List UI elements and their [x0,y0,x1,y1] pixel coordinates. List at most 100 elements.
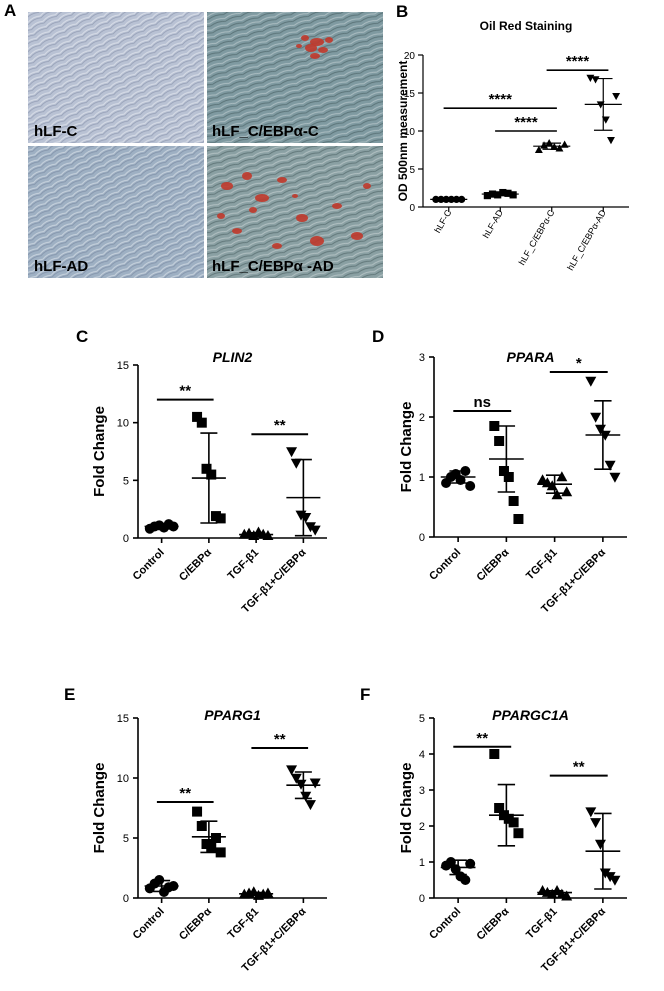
y-tick-label: 5 [123,833,129,845]
group-1 [489,421,524,524]
y-axis-label: OD 500nm measurement [396,61,410,202]
data-point [513,514,524,524]
lipid-droplet [325,37,333,43]
group-2 [238,526,274,540]
y-tick-label: 5 [419,713,425,725]
y-tick-label: 5 [409,165,415,176]
panel-letter-a: A [4,1,16,20]
y-axis-label: Fold Change [91,406,108,497]
data-point [498,466,509,476]
lipid-droplet [305,44,317,52]
group-3 [584,74,622,145]
lipid-droplet [363,183,371,189]
data-point [590,412,602,423]
data-point [612,92,621,101]
x-category-label: Control [131,547,167,583]
micrograph-hlf-c: hLF-C [28,12,204,143]
y-tick-label: 15 [117,713,129,725]
data-point [286,765,298,776]
chart-title: Oil Red Staining [480,19,573,33]
data-point [192,411,203,422]
panel-letter-b: B [396,2,408,21]
lipid-droplet [217,213,225,219]
group-1 [489,749,524,847]
x-category-label: TGF-β1 [226,906,262,942]
data-point [494,436,505,446]
x-category-label: TGF-β1 [226,547,262,583]
x-category-label: C/EBPα [177,905,214,942]
y-tick-label: 15 [404,89,416,100]
y-tick-label: 4 [419,749,425,761]
lipid-droplet [277,177,287,183]
x-category-label: hLF_C/EBPα-C [517,208,557,267]
significance-label: ** [179,785,191,802]
y-tick-label: 0 [123,533,129,545]
y-axis-label: Fold Change [91,763,108,854]
group-0 [440,466,476,491]
significance-label: * [576,355,582,372]
data-point [591,76,600,84]
x-category-label: Control [131,906,167,942]
chart-plin2: PLIN2 0 5 10 15 Fold Change Control C/EBPα TGF-β… [91,349,327,615]
significance-label: ** [476,730,488,747]
data-point [509,191,517,199]
significance-label: ** [573,759,585,776]
y-tick-label: 20 [404,51,416,62]
data-point [483,192,491,200]
data-point [551,489,563,500]
chart-ppargc1a: PPARGC1A 0 1 2 3 4 5 Fold Change Control C/EBPα TG… [398,707,627,974]
x-category-label: hLF-AD [481,208,505,240]
data-point [590,818,602,829]
data-point [556,471,568,482]
micrograph-hlf-ad: hLF-AD [28,146,204,278]
data-point [585,376,597,387]
group-3 [286,765,321,811]
data-point [460,875,471,885]
data-point [604,460,616,471]
data-point [309,778,321,789]
data-point [465,481,476,491]
x-category-label: C/EBPα [474,905,511,942]
group-3 [286,447,321,537]
group-1 [191,411,226,524]
data-point [585,807,597,818]
lipid-droplets [296,35,333,59]
micrograph-hlf-cebpa-c-texture [207,12,383,143]
group-0 [440,857,476,885]
lipid-droplet [296,214,308,222]
y-tick-label: 10 [404,127,416,138]
y-tick-label: 2 [419,821,425,833]
y-tick-label: 1 [419,857,425,869]
x-category-label: C/EBPα [474,546,511,583]
lipid-droplet [249,207,257,213]
group-1 [191,806,226,858]
lipid-droplet [310,38,324,46]
micrograph-hlf-cebpa-ad-label: hLF_C/EBPα -AD [212,258,334,275]
lipid-droplet [351,232,363,240]
data-point [609,472,621,483]
micrograph-hlf-c-label: hLF-C [34,123,77,140]
data-point [309,525,321,536]
lipid-droplet [296,44,302,48]
micrograph-hlf-cebpa-ad: hLF_C/EBPα -AD [207,146,383,278]
data-point [504,189,512,197]
lipid-droplet [332,203,342,209]
data-point [304,800,316,811]
y-tick-label: 2 [419,412,425,424]
y-tick-label: 3 [419,785,425,797]
lipid-droplet [232,228,242,234]
lipid-droplet [242,172,252,180]
data-point [196,417,207,428]
chart-title: PLIN2 [213,349,253,365]
data-point [494,803,505,813]
data-point [210,833,221,843]
x-category-label: TGF-β1 [524,906,560,942]
micrograph-hlf-cebpa-c: hLF_C/EBPα-C [207,12,383,143]
data-point [286,447,298,458]
lipid-droplet [310,236,324,246]
panel-letter-e: E [64,685,75,704]
data-point [561,486,573,497]
significance-label: **** [489,91,513,108]
